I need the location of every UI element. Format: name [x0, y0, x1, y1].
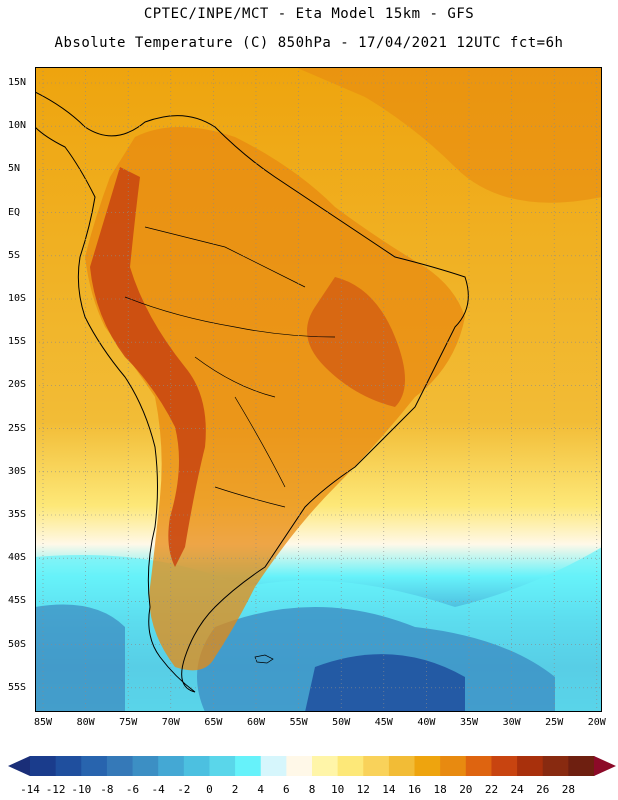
colorbar-label: 0 [206, 783, 213, 796]
colorbar-label: -8 [100, 783, 114, 796]
south-america-coastline [35, 91, 469, 693]
chart-title-line2: Absolute Temperature (C) 850hPa - 17/04/… [54, 35, 564, 51]
lat-label: EQ [8, 206, 21, 218]
lat-label: 5N [8, 163, 21, 175]
lat-label: 5S [8, 249, 21, 261]
chart-title-line1: CPTEC/INPE/MCT - Eta Model 15km - GFS [143, 6, 475, 22]
lon-label: 50W [332, 717, 351, 728]
cold-pacific-region [35, 604, 125, 712]
lat-label: 10N [8, 120, 27, 132]
lon-label: 25W [545, 717, 564, 728]
lat-label: 50S [8, 638, 27, 650]
lon-label: 85W [33, 717, 53, 728]
colorbar-label: -12 [45, 783, 66, 796]
colorbar [8, 752, 616, 780]
colorbar-label: 10 [331, 783, 345, 796]
colorbar-high-arrow [594, 756, 616, 776]
lon-label: 40W [417, 717, 436, 728]
lat-label: 20S [8, 379, 27, 391]
colorbar-label: 28 [561, 783, 575, 796]
lon-label: 75W [119, 717, 138, 728]
colorbar-swatch [183, 756, 210, 776]
lat-label: 30S [8, 465, 27, 477]
map-frame [35, 67, 602, 712]
colorbar-swatch [517, 756, 544, 776]
lon-label: 55W [289, 717, 308, 728]
lon-label: 45W [374, 717, 393, 728]
colorbar-swatch [414, 756, 441, 776]
coldest-region [305, 654, 465, 712]
colorbar-swatch [286, 756, 313, 776]
colorbar-label: 24 [510, 783, 524, 796]
lat-label: 40S [8, 552, 27, 564]
lat-label: 45S [8, 595, 27, 607]
colorbar-swatch [465, 756, 492, 776]
colorbar-swatch [260, 756, 287, 776]
colorbar-swatch [491, 756, 518, 776]
lat-label: 55S [8, 681, 27, 693]
lon-label: 30W [502, 717, 521, 728]
colorbar-swatch [388, 756, 416, 776]
lon-label: 35W [459, 717, 479, 728]
lon-label: 60W [246, 717, 266, 728]
lat-label: 35S [8, 509, 27, 520]
colorbar-label: -4 [151, 783, 165, 796]
warm-atlantic-region [295, 67, 602, 203]
colorbar-label: 2 [231, 783, 239, 796]
colorbar-label: 18 [433, 783, 447, 796]
colorbar-label: -10 [71, 783, 92, 796]
colorbar-low-arrow [8, 756, 30, 776]
colorbar-swatch [337, 756, 364, 776]
colorbar-label: 6 [283, 783, 290, 796]
colorbar-swatch [81, 756, 108, 776]
colorbar-label: 12 [356, 783, 370, 796]
lon-label: 70W [161, 717, 180, 728]
lon-label: 80W [76, 717, 95, 728]
lat-label: 15S [8, 336, 27, 348]
colorbar-swatch [440, 756, 467, 776]
colorbar-swatch [568, 756, 595, 776]
lat-label: 25S [8, 422, 27, 434]
country-borders [124, 226, 336, 508]
colorbar-label: 4 [257, 783, 265, 796]
colorbar-label: 16 [407, 783, 422, 796]
colorbar-label: 14 [382, 783, 396, 796]
colorbar-swatch [55, 756, 82, 776]
colorbar-label: -6 [125, 783, 140, 796]
colorbar-label: 8 [308, 783, 316, 796]
lon-label: 65W [204, 717, 223, 728]
colorbar-swatch [209, 756, 236, 776]
colorbar-swatch [106, 756, 134, 776]
colorbar-swatch [158, 756, 185, 776]
brazil-hot-region [307, 277, 405, 407]
colorbar-swatch [542, 756, 569, 776]
colorbar-label: 20 [459, 783, 473, 796]
colorbar-label: -14 [20, 783, 40, 796]
lat-label: 15N [8, 77, 27, 88]
grid-lines [35, 67, 602, 712]
falkland-islands [254, 654, 274, 664]
colorbar-label: 22 [484, 783, 499, 796]
andes-hot-region [90, 167, 206, 567]
colorbar-swatch [363, 756, 390, 776]
lat-label: 10S [8, 293, 27, 304]
colorbar-swatch [312, 756, 339, 776]
lon-label: 20W [587, 717, 606, 728]
colorbar-swatch [132, 756, 159, 776]
colorbar-swatch [235, 756, 262, 776]
colorbar-swatch [30, 756, 57, 776]
colorbar-label: -2 [177, 783, 191, 796]
temperature-map [35, 67, 602, 712]
colorbar-label: 26 [536, 783, 550, 796]
